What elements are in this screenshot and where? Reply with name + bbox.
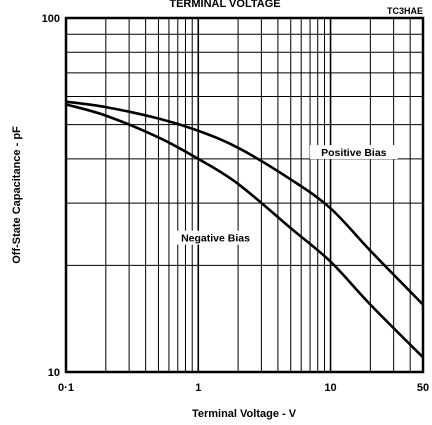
chart-title: TERMINAL VOLTAGE (169, 0, 280, 10)
tick-labels: 0·1 1 10 50 100 10 (42, 13, 429, 394)
series-annotation: Negative Bias (181, 233, 250, 245)
chart-code: TC3HAE (387, 6, 423, 16)
plot-frame (64, 16, 425, 374)
annotation-background (171, 230, 260, 245)
y-tick-label: 100 (42, 13, 60, 25)
x-axis-label: Terminal Voltage - V (192, 408, 297, 420)
x-tick-label: 1 (195, 382, 201, 394)
y-axis-label: Off-State Capacitance - pF (11, 126, 23, 264)
y-tick-label: 10 (48, 367, 60, 379)
series-annotation: Positive Bias (321, 147, 387, 159)
curves (65, 100, 424, 359)
x-tick-label: 0·1 (58, 382, 74, 394)
series-line-negative-bias (65, 103, 424, 359)
grid (66, 18, 423, 372)
x-tick-label: 10 (324, 382, 336, 394)
x-tick-label: 50 (417, 382, 429, 394)
annotation-background (309, 145, 398, 160)
series-line-positive-bias (65, 100, 424, 306)
annotations: Positive Bias Negative Bias (171, 145, 398, 245)
